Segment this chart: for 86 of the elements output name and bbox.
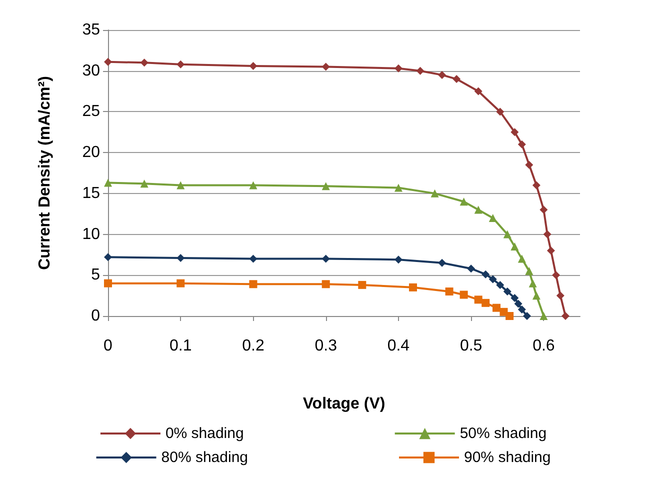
point xyxy=(176,181,185,190)
point xyxy=(104,279,112,288)
point xyxy=(474,296,482,304)
point xyxy=(104,58,112,66)
point xyxy=(492,304,500,312)
y-tick-label: 35 xyxy=(82,22,100,38)
point xyxy=(140,180,148,188)
x-tick-label: 0.1 xyxy=(169,338,192,354)
y-tick-label: 25 xyxy=(82,103,100,120)
point xyxy=(556,292,564,300)
x-tick-label: 0 xyxy=(104,338,113,354)
point xyxy=(514,300,522,308)
x-tick-label: 0.4 xyxy=(387,338,410,354)
point xyxy=(430,189,439,198)
point xyxy=(452,75,461,84)
point xyxy=(482,270,490,278)
point xyxy=(510,242,519,251)
y-tick-label: 20 xyxy=(82,144,100,162)
point xyxy=(522,312,531,320)
point xyxy=(510,294,519,302)
point xyxy=(528,279,537,288)
point xyxy=(104,253,112,262)
point xyxy=(546,246,555,255)
point xyxy=(176,279,185,288)
point xyxy=(322,62,330,71)
y-tick-label: 5 xyxy=(91,266,100,284)
y-tick-label: 15 xyxy=(82,184,100,202)
point xyxy=(104,178,112,187)
y-tick-label: 30 xyxy=(82,62,100,80)
point xyxy=(510,128,519,136)
point xyxy=(496,108,504,116)
point xyxy=(358,280,366,289)
point xyxy=(394,64,402,72)
x-tick-label: 0.6 xyxy=(532,338,555,354)
point xyxy=(322,280,330,288)
legend-label: 0% shading xyxy=(165,425,244,442)
point xyxy=(176,254,185,262)
point xyxy=(518,140,526,148)
point xyxy=(532,292,540,300)
point xyxy=(249,280,258,288)
x-tick-label: 0.3 xyxy=(314,338,338,354)
x-tick-label: 0.5 xyxy=(460,338,482,354)
point xyxy=(518,305,526,314)
point xyxy=(438,258,446,267)
point xyxy=(561,312,570,320)
x-axis-title: Voltage (V) xyxy=(302,396,386,412)
y-tick-label: 0 xyxy=(91,308,100,324)
point xyxy=(482,298,490,307)
point xyxy=(496,280,504,289)
point xyxy=(408,283,417,292)
point xyxy=(249,181,258,190)
point xyxy=(474,206,482,214)
legend-label: 80% shading xyxy=(161,449,248,466)
legend-label: 50% shading xyxy=(460,425,547,442)
x-tick-label: 0.2 xyxy=(242,338,264,354)
point xyxy=(467,264,476,273)
point xyxy=(394,256,402,264)
point xyxy=(488,275,497,284)
point xyxy=(525,267,534,276)
point xyxy=(176,60,185,68)
point xyxy=(438,70,446,79)
point xyxy=(394,184,402,192)
point xyxy=(540,312,548,320)
point xyxy=(460,290,468,299)
point xyxy=(503,230,512,238)
point xyxy=(416,66,424,75)
point xyxy=(445,287,454,296)
point xyxy=(488,214,497,222)
point xyxy=(503,287,512,296)
point xyxy=(322,254,330,263)
y-tick-label: 10 xyxy=(82,226,100,243)
point xyxy=(532,181,540,190)
point xyxy=(525,160,534,169)
point xyxy=(540,206,548,214)
point xyxy=(249,62,258,70)
point xyxy=(140,58,148,67)
legend-label: 90% shading xyxy=(464,449,551,466)
point xyxy=(552,271,560,280)
point xyxy=(506,312,514,320)
point xyxy=(518,254,526,263)
y-axis-title: Current Density (mA/cm²) xyxy=(36,76,54,270)
point xyxy=(543,230,552,238)
point xyxy=(460,198,468,206)
point xyxy=(474,87,482,96)
point xyxy=(322,182,330,190)
point xyxy=(249,254,258,263)
